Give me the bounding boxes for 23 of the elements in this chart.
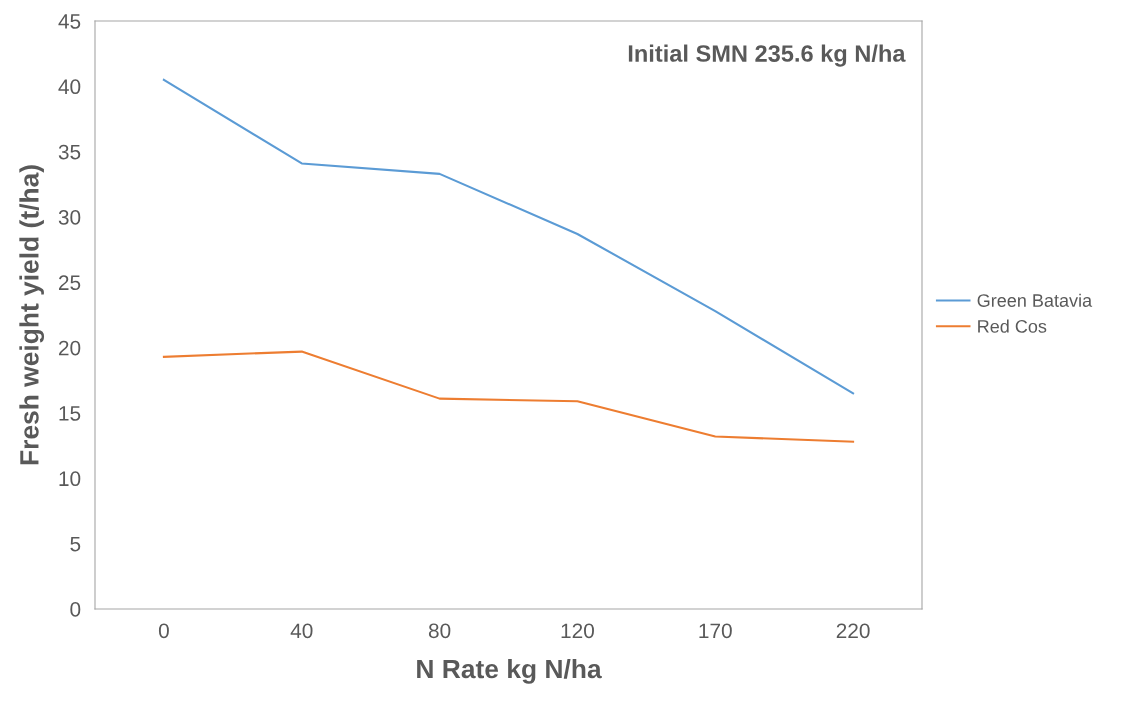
y-tick-label: 35 (58, 144, 81, 160)
y-tick-label: 5 (70, 536, 81, 552)
x-tick-label: 120 (561, 623, 594, 639)
annotation: Initial SMN 235.6 kg N/ha (628, 44, 906, 67)
x-tick-label: 170 (699, 623, 732, 639)
y-tick-label: 30 (58, 210, 81, 225)
line-series (162, 350, 855, 443)
y-tick-label: 10 (59, 471, 81, 487)
y-tick-label: 15 (59, 406, 81, 421)
x-axis-title: N Rate kg N/ha (417, 658, 602, 684)
x-tick-label: 80 (428, 623, 451, 639)
y-tick-label: 25 (58, 275, 81, 291)
y-axis-title: Fresh weight yield (t/ha) (19, 165, 45, 465)
y-tick-label: 45 (58, 14, 81, 29)
legend-label: Green Batavia (977, 293, 1093, 307)
y-tick-label: 0 (70, 602, 81, 617)
line-series (162, 78, 855, 395)
x-tick-label: 40 (290, 623, 313, 639)
y-tick-label: 20 (58, 340, 81, 356)
x-tick-label: 220 (836, 623, 870, 639)
x-tick-label: 0 (158, 623, 169, 639)
y-tick-label: 40 (58, 79, 81, 95)
legend-label: Red Cos (978, 319, 1047, 333)
